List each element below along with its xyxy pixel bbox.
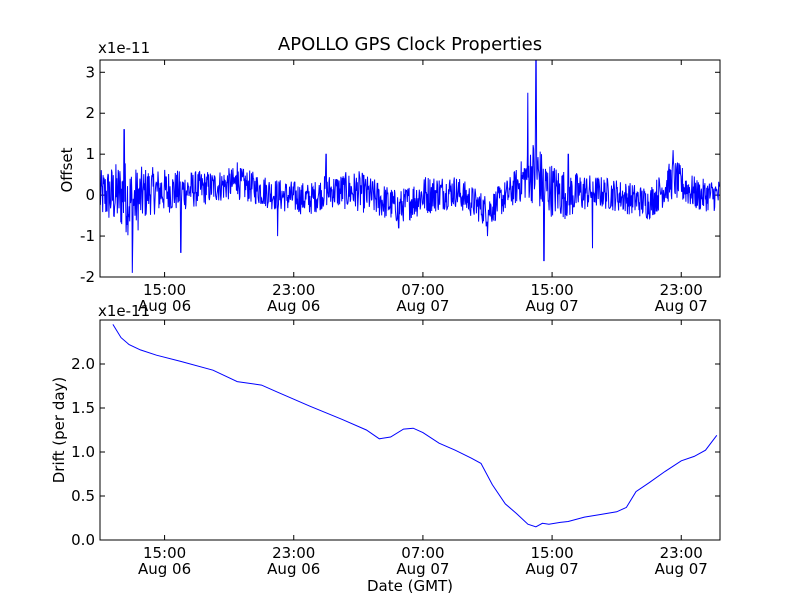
drift-exponent-label: x1e-11	[98, 302, 150, 320]
offset-xtick-time: 23:00	[272, 281, 315, 299]
offset-exponent-label: x1e-11	[98, 39, 150, 57]
drift-panel: x1e-11 Drift (per day) 0.0 0.5 1.0 1.5 2.0 1…	[50, 302, 721, 595]
drift-ytick-label: 1.0	[71, 443, 95, 461]
offset-ytick-label: 2	[85, 104, 95, 122]
offset-ytick-label: 3	[85, 63, 95, 81]
drift-xtick-time: 23:00	[660, 544, 703, 562]
drift-ytick-label: 1.5	[71, 399, 95, 417]
chart-title: APOLLO GPS Clock Properties	[278, 34, 542, 55]
offset-xtick-date: Aug 07	[655, 297, 708, 315]
drift-xtick-date: Aug 07	[655, 560, 708, 578]
drift-xtick-date: Aug 06	[267, 560, 320, 578]
offset-ytick-label: -1	[80, 227, 95, 245]
offset-xtick-date: Aug 07	[526, 297, 579, 315]
offset-xtick-date: Aug 06	[138, 297, 191, 315]
offset-ytick-label: -2	[80, 268, 95, 286]
drift-ylabel: Drift (per day)	[50, 377, 68, 484]
offset-xtick-date: Aug 07	[396, 297, 449, 315]
offset-xtick-time: 23:00	[660, 281, 703, 299]
drift-ytick-label: 2.0	[71, 355, 95, 373]
drift-xtick-date: Aug 06	[138, 560, 191, 578]
drift-series-line	[112, 324, 718, 528]
offset-ylabel: Offset	[58, 147, 76, 192]
offset-xtick-time: 07:00	[401, 281, 444, 299]
drift-axes-frame	[99, 319, 721, 541]
offset-xtick-time: 15:00	[143, 281, 186, 299]
drift-xtick-time: 23:00	[272, 544, 315, 562]
offset-y-ticks: -2 -1 0 1 2 3	[80, 63, 720, 286]
offset-axes-frame	[99, 59, 721, 278]
drift-xtick-date: Aug 07	[526, 560, 579, 578]
drift-ytick-label: 0.0	[71, 531, 95, 549]
drift-xtick-date: Aug 07	[396, 560, 449, 578]
offset-xtick-date: Aug 06	[267, 297, 320, 315]
drift-xtick-time: 15:00	[530, 544, 573, 562]
offset-ytick-label: 0	[85, 186, 95, 204]
offset-series-line	[99, 59, 721, 273]
drift-y-ticks: 0.0 0.5 1.0 1.5 2.0	[71, 355, 720, 549]
drift-xtick-time: 15:00	[143, 544, 186, 562]
drift-xlabel: Date (GMT)	[367, 577, 453, 595]
offset-xtick-time: 15:00	[530, 281, 573, 299]
drift-xtick-time: 07:00	[401, 544, 444, 562]
offset-ytick-label: 1	[85, 145, 95, 163]
drift-ytick-label: 0.5	[71, 487, 95, 505]
